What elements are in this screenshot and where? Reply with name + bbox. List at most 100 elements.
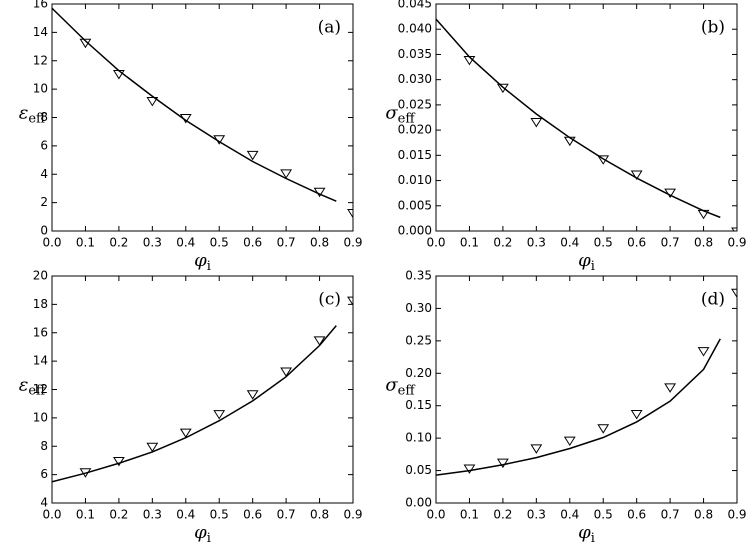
x-tick-label: 0.7 xyxy=(661,236,680,250)
x-tick-label: 0.3 xyxy=(143,236,162,250)
y-tick-label: 0.00 xyxy=(405,496,432,510)
x-tick-label: 0.1 xyxy=(460,236,479,250)
x-tick-label: 0.2 xyxy=(493,508,512,522)
x-tick-label: 0.0 xyxy=(426,508,445,522)
marker xyxy=(280,169,293,179)
x-tick-label: 0.9 xyxy=(727,508,746,522)
y-tick-label: 16 xyxy=(33,0,48,11)
x-tick-label: 0.3 xyxy=(143,508,162,522)
marker xyxy=(731,288,737,299)
y-tick-label: 0.040 xyxy=(398,22,432,36)
y-axis-sub: eff xyxy=(398,111,417,126)
y-tick-label: 6 xyxy=(40,467,48,481)
y-tick-label: 0.035 xyxy=(398,47,432,61)
y-tick-label: 20 xyxy=(33,269,48,283)
y-tick-label: 8 xyxy=(40,110,48,124)
fit-line xyxy=(52,325,337,483)
y-tick-label: 0.30 xyxy=(405,301,432,315)
x-tick-label: 0.0 xyxy=(426,236,445,250)
fit-line xyxy=(52,7,337,202)
x-axis-symbol: φ xyxy=(578,250,591,271)
y-axis-label: σeff xyxy=(385,103,416,127)
x-tick-label: 0.7 xyxy=(661,508,680,522)
x-tick-label: 0.5 xyxy=(594,236,613,250)
marker xyxy=(496,458,509,469)
y-tick-label: 0.045 xyxy=(398,0,432,11)
y-axis-label: εeff xyxy=(19,103,47,127)
marker xyxy=(530,444,543,454)
y-tick-label: 0.025 xyxy=(398,97,432,111)
y-tick-label: 0.030 xyxy=(398,72,432,86)
panel: 0.0 0.1 0.2 0.3 0.4 0.5 0.6 0.7 0.8 0.9 0.000 0.005… xyxy=(385,0,746,274)
panel-label: (b) xyxy=(701,18,725,38)
x-axis-label: φi xyxy=(578,522,595,546)
y-tick-label: 0.10 xyxy=(405,431,432,445)
marker xyxy=(731,227,737,231)
y-tick-label: 14 xyxy=(33,354,48,368)
x-axis-sub: i xyxy=(207,259,211,274)
marker xyxy=(313,336,326,346)
x-tick-label: 0.6 xyxy=(243,508,262,522)
panel: 0.0 0.1 0.2 0.3 0.4 0.5 0.6 0.7 0.8 0.9 0.00 0.05 0.… xyxy=(385,269,746,546)
plot-area xyxy=(436,288,737,476)
axes-frame xyxy=(435,3,738,232)
y-tick-label: 0.000 xyxy=(398,224,432,238)
y-tick-label: 4 xyxy=(40,496,48,510)
y-tick-label: 8 xyxy=(40,439,48,453)
y-tick-label: 0.005 xyxy=(398,198,432,212)
x-tick-label: 0.6 xyxy=(243,236,262,250)
marker xyxy=(463,464,476,474)
x-tick-label: 0.4 xyxy=(560,508,579,522)
x-tick-label: 0.8 xyxy=(694,508,713,522)
y-tick-label: 10 xyxy=(33,410,48,424)
x-tick-label: 0.9 xyxy=(727,236,746,250)
x-tick-label: 0.3 xyxy=(527,508,546,522)
y-axis-symbol: ε xyxy=(19,375,29,396)
plot-area xyxy=(52,296,353,483)
y-tick-label: 12 xyxy=(33,53,48,67)
y-tick-label: 0.20 xyxy=(405,366,432,380)
x-tick-label: 0.2 xyxy=(109,508,128,522)
x-tick-label: 0.5 xyxy=(594,508,613,522)
x-tick-label: 0.9 xyxy=(343,236,362,250)
x-tick-label: 0.2 xyxy=(493,236,512,250)
panel: 0.0 0.1 0.2 0.3 0.4 0.5 0.6 0.7 0.8 0.9 0 2 4 6 8 10 12 1… xyxy=(19,0,363,274)
y-tick-label: 18 xyxy=(33,297,48,311)
y-tick-label: 0.25 xyxy=(405,333,432,347)
x-axis-label: φi xyxy=(578,250,595,274)
panel-label: (c) xyxy=(318,290,341,310)
x-tick-label: 0.4 xyxy=(176,508,195,522)
marker xyxy=(112,456,125,467)
x-axis-symbol: φ xyxy=(578,522,591,543)
panel-label: (d) xyxy=(701,290,725,310)
y-tick-label: 0.020 xyxy=(398,123,432,137)
y-tick-label: 0 xyxy=(40,224,48,238)
panel: 0.0 0.1 0.2 0.3 0.4 0.5 0.6 0.7 0.8 0.9 4 6 8 10 12 14 1… xyxy=(19,269,363,546)
y-tick-label: 0.010 xyxy=(398,173,432,187)
fit-line xyxy=(436,338,721,476)
x-tick-label: 0.5 xyxy=(210,236,229,250)
marker xyxy=(697,347,710,357)
marker xyxy=(664,383,677,393)
y-tick-label: 12 xyxy=(33,382,48,396)
x-axis-symbol: φ xyxy=(194,250,207,271)
marker xyxy=(146,442,159,453)
x-tick-label: 0.1 xyxy=(76,236,95,250)
marker xyxy=(146,96,159,107)
marker xyxy=(246,390,259,400)
marker xyxy=(280,367,293,377)
axes-frame xyxy=(51,275,354,504)
x-tick-label: 0.1 xyxy=(460,508,479,522)
y-axis-sub: eff xyxy=(28,111,47,126)
marker xyxy=(246,150,259,161)
x-tick-label: 0.0 xyxy=(42,508,61,522)
marker xyxy=(347,209,353,219)
x-tick-label: 0.1 xyxy=(76,508,95,522)
marker xyxy=(213,410,226,420)
x-tick-label: 0.2 xyxy=(109,236,128,250)
x-tick-label: 0.5 xyxy=(210,508,229,522)
y-tick-label: 0.15 xyxy=(405,398,432,412)
plot-area xyxy=(52,7,353,219)
x-tick-label: 0.6 xyxy=(627,508,646,522)
